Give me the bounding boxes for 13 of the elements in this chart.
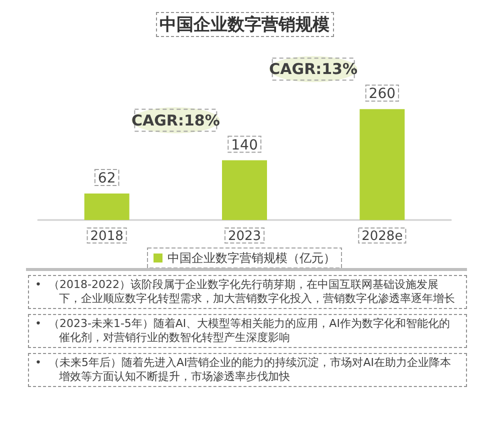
text: • （未来5年后）随着先进入AI营销企业的能力的持续沉淀，市场对AI在助力企业降本增效等方面认知不断提升，市场渗透率步伐加快: [28, 353, 467, 387]
legend-label: 中国企业数字营销规模（亿元）: [168, 251, 336, 265]
x-tick-label: 2028e: [362, 229, 403, 244]
chart-title: 中国企业数字营销规模: [156, 12, 334, 37]
text: • （2023-未来1-5年）随着AI、大模型等相关能力的应用，AI作为数字化和智能化的催化剂，对营销行业的数智化转型产生深度影响: [28, 314, 467, 348]
data-label: 260: [368, 86, 396, 102]
text: • （2018-2022）该阶段属于企业数字化先行萌芽期，在中国互联网基础设施发展下，企业顺应数字化转型需求，加大营销数字化投入，营销数字化渗透率逐年增长: [28, 275, 467, 309]
x-tick-label: 2018: [90, 229, 124, 244]
annotation: CAGR:18%: [131, 111, 220, 130]
data-label: 62: [98, 170, 116, 187]
x-tick-label: 2023: [228, 229, 262, 244]
data-label: 140: [231, 137, 258, 154]
text: CAGR:13%: [269, 60, 358, 78]
